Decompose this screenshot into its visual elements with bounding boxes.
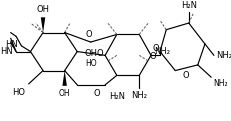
- Text: OH: OH: [59, 89, 70, 98]
- Text: OHO: OHO: [84, 49, 104, 58]
- Text: NH₂: NH₂: [131, 91, 147, 100]
- Text: NH₂: NH₂: [212, 79, 227, 88]
- Text: O: O: [85, 30, 92, 39]
- Polygon shape: [41, 17, 45, 33]
- Text: O: O: [152, 44, 158, 53]
- Text: OH: OH: [36, 5, 49, 15]
- Text: O: O: [182, 71, 188, 80]
- Text: O: O: [149, 52, 156, 61]
- Text: HO: HO: [12, 88, 25, 97]
- Text: H₂N: H₂N: [108, 91, 124, 101]
- Text: HN: HN: [1, 47, 13, 56]
- Text: HN: HN: [5, 40, 18, 49]
- Text: NH₂: NH₂: [215, 51, 231, 60]
- Polygon shape: [62, 71, 67, 86]
- Text: O: O: [93, 89, 99, 98]
- Text: HO: HO: [85, 59, 97, 68]
- Text: NH₂: NH₂: [154, 47, 170, 56]
- Text: H₂N: H₂N: [180, 1, 196, 10]
